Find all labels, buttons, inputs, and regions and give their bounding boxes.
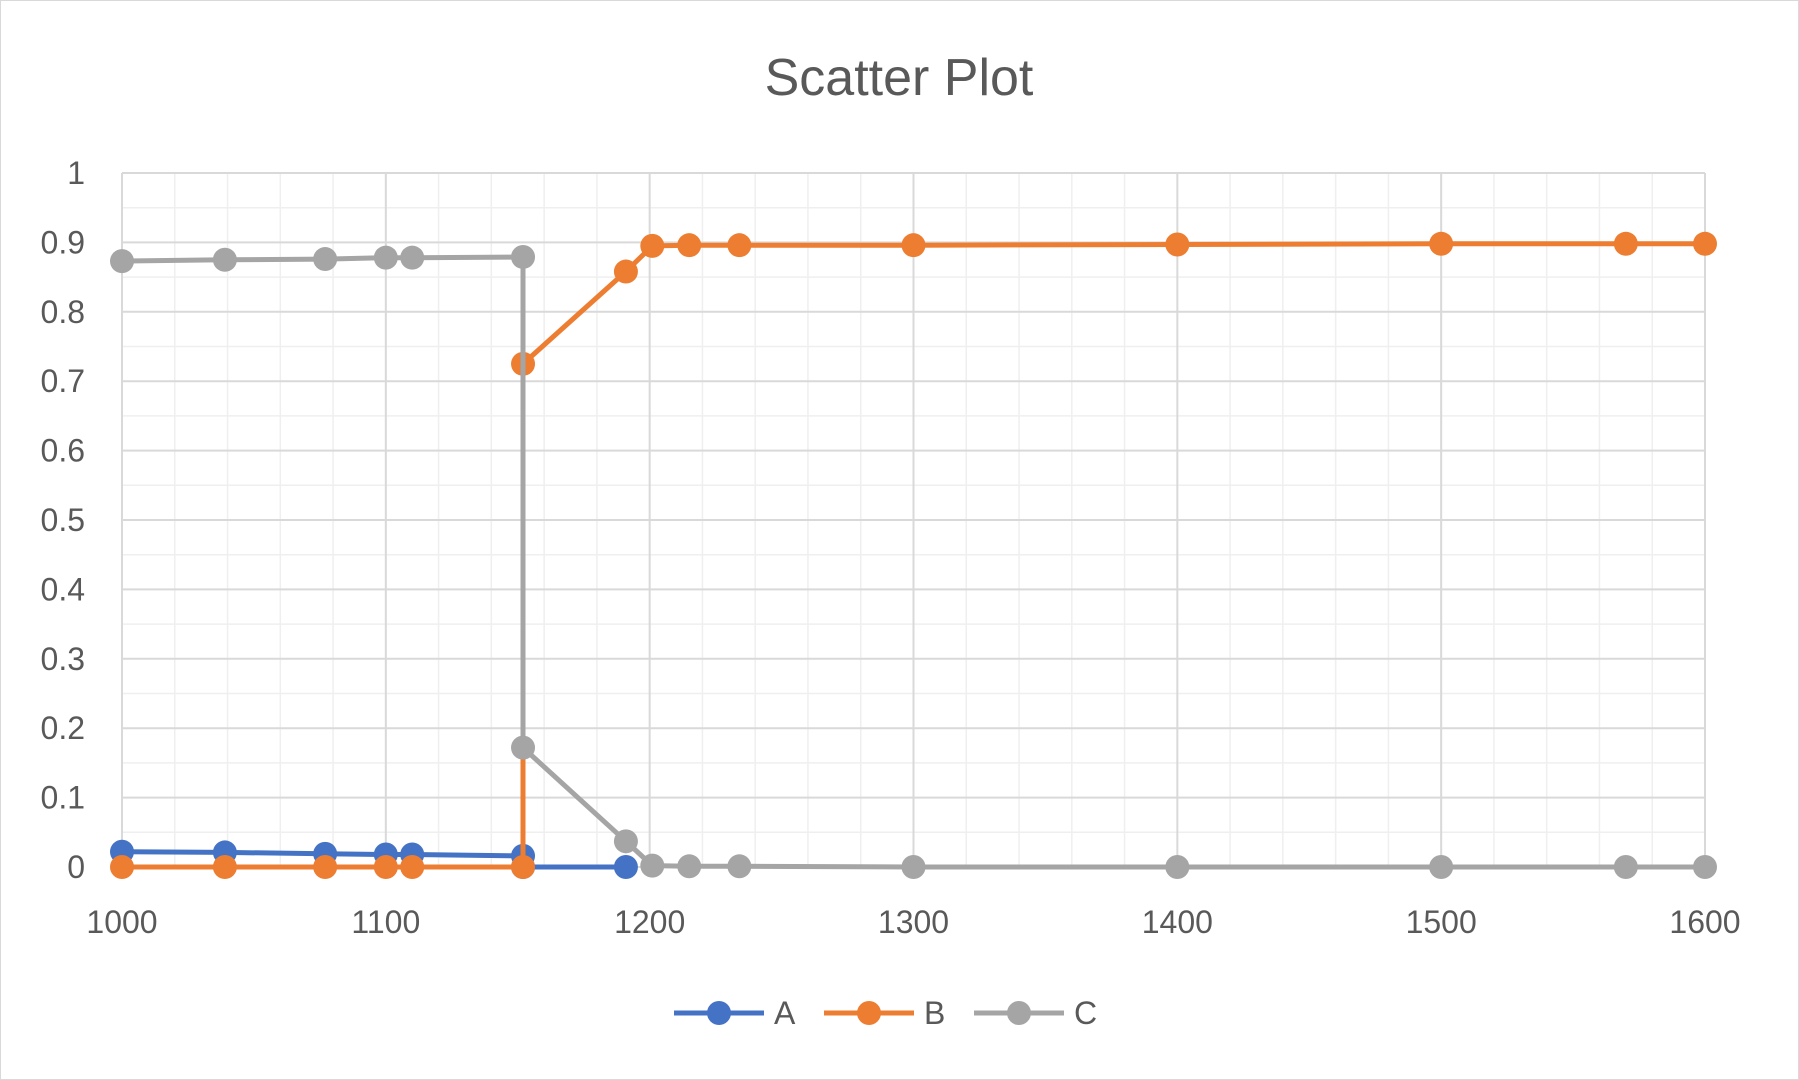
- series-b-point: [1693, 231, 1717, 256]
- series-b-point: [727, 233, 752, 258]
- series-c: [110, 244, 1717, 879]
- chart-title: Scatter Plot: [765, 49, 1034, 107]
- series-c-point: [613, 829, 638, 854]
- x-axis-tick-labels: 1000 1100 1200 1300 1400 1500 1600: [86, 904, 1740, 940]
- series-a: [110, 839, 638, 879]
- y-tick-label: 0.7: [41, 363, 85, 399]
- series-b-point: [613, 259, 638, 284]
- legend-swatch-marker: [857, 1001, 881, 1025]
- series-c-point: [640, 853, 665, 878]
- series-b-point: [1165, 232, 1190, 257]
- legend-item-c: C: [974, 995, 1097, 1031]
- y-tick-label: 0.5: [41, 502, 85, 538]
- series-c-point: [511, 244, 536, 269]
- legend-swatch-marker: [1007, 1001, 1031, 1025]
- series-c-point: [313, 247, 338, 272]
- series-c-point: [511, 735, 536, 760]
- series-c-point: [677, 854, 702, 879]
- series-b-point: [511, 855, 536, 879]
- series-c-point: [1165, 855, 1190, 879]
- legend-label: C: [1074, 995, 1097, 1031]
- y-tick-label: 0.8: [41, 294, 85, 330]
- legend-swatch-marker: [707, 1001, 731, 1025]
- series-b-point: [400, 855, 425, 879]
- x-tick-label: 1200: [614, 904, 685, 940]
- series-c-line: [121, 254, 1705, 870]
- series-c-point: [373, 245, 398, 270]
- series-c-point: [400, 245, 425, 270]
- y-tick-label: 0: [67, 849, 85, 885]
- series-b-point: [640, 233, 665, 258]
- series-b-point: [677, 233, 702, 258]
- x-tick-label: 1300: [878, 904, 949, 940]
- series-layer: [110, 231, 1717, 879]
- x-tick-label: 1000: [86, 904, 157, 940]
- x-tick-label: 1100: [351, 904, 420, 940]
- series-b-point: [1429, 231, 1454, 256]
- series-a-point: [613, 855, 638, 879]
- y-tick-label: 0.6: [41, 433, 85, 469]
- y-tick-label: 0.2: [41, 710, 85, 746]
- y-tick-label: 0.4: [41, 571, 85, 607]
- series-b-point: [313, 855, 338, 879]
- y-tick-label: 0.3: [41, 641, 85, 677]
- x-tick-label: 1400: [1142, 904, 1213, 940]
- legend-item-a: A: [674, 995, 796, 1031]
- x-tick-label: 1600: [1669, 904, 1740, 940]
- x-tick-label: 1500: [1406, 904, 1477, 940]
- series-c-point: [1429, 855, 1454, 879]
- legend-item-b: B: [824, 995, 945, 1031]
- series-b: [110, 231, 1717, 879]
- series-b-line: [122, 241, 1705, 870]
- series-b-point: [1613, 231, 1638, 256]
- series-c-point: [212, 247, 237, 272]
- legend: A B C: [674, 995, 1097, 1031]
- series-b-point: [901, 233, 926, 258]
- series-c-point: [1613, 855, 1638, 879]
- y-tick-label: 0.9: [41, 224, 85, 260]
- y-tick-label: 0.1: [41, 780, 85, 816]
- series-c-point: [727, 854, 752, 879]
- y-axis-tick-labels: 0 0.1 0.2 0.3 0.4 0.5 0.6 0.7 0.8 0.9 1: [41, 155, 85, 885]
- series-b-point: [110, 855, 134, 879]
- series-b-point: [212, 855, 237, 879]
- legend-label: B: [924, 995, 945, 1031]
- series-c-point: [1693, 855, 1717, 879]
- series-c-point: [110, 249, 134, 274]
- series-c-point: [901, 855, 926, 879]
- legend-label: A: [774, 995, 796, 1031]
- y-tick-label: 1: [67, 155, 85, 191]
- series-b-point: [373, 855, 398, 879]
